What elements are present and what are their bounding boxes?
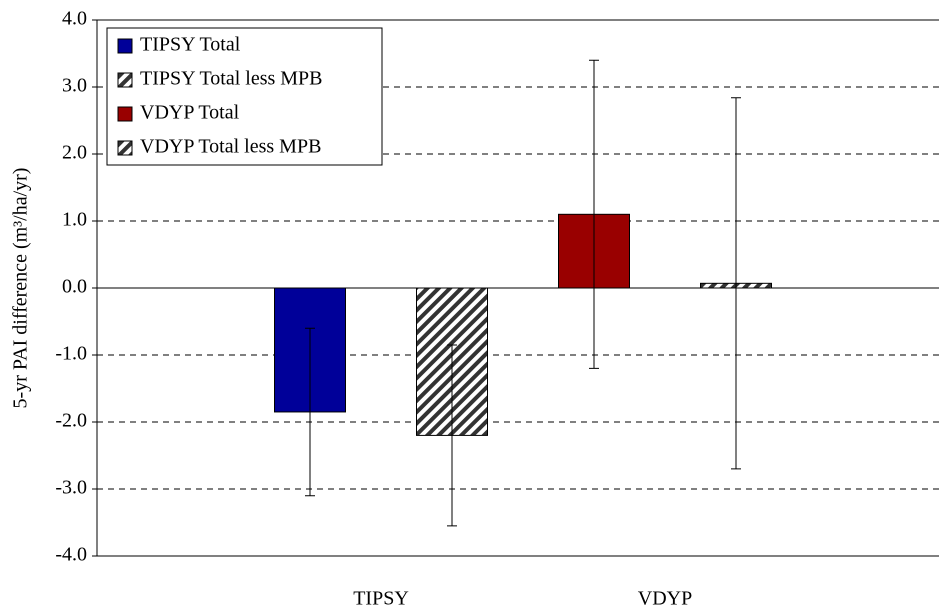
legend-label: VDYP Total xyxy=(140,102,240,124)
y-tick-label: -4.0 xyxy=(55,544,87,566)
y-tick-label: 3.0 xyxy=(62,75,87,97)
y-tick-label: -2.0 xyxy=(55,410,87,432)
legend-swatch xyxy=(117,106,133,122)
legend-swatch xyxy=(117,38,133,54)
legend-box xyxy=(106,27,383,166)
y-tick-label: 4.0 xyxy=(62,8,87,30)
y-tick-label: -3.0 xyxy=(55,477,87,499)
legend-swatch xyxy=(117,72,133,88)
x-tick-label: VDYP xyxy=(638,588,692,610)
error-bar xyxy=(305,327,315,497)
y-tick-label: 1.0 xyxy=(62,209,87,231)
legend-swatch xyxy=(117,140,133,156)
error-bar xyxy=(731,97,741,470)
y-axis-label: 5-yr PAI difference (m³/ha/yr) xyxy=(10,168,32,409)
y-tick-label: 0.0 xyxy=(62,276,87,298)
y-tick-label: 2.0 xyxy=(62,142,87,164)
legend-label: VDYP Total less MPB xyxy=(140,136,321,158)
legend-label: TIPSY Total less MPB xyxy=(140,68,323,90)
error-bar xyxy=(447,344,457,527)
x-tick-label: TIPSY xyxy=(353,588,409,610)
error-bar xyxy=(589,59,599,369)
y-tick-label: -1.0 xyxy=(55,343,87,365)
legend-label: TIPSY Total xyxy=(140,34,241,56)
